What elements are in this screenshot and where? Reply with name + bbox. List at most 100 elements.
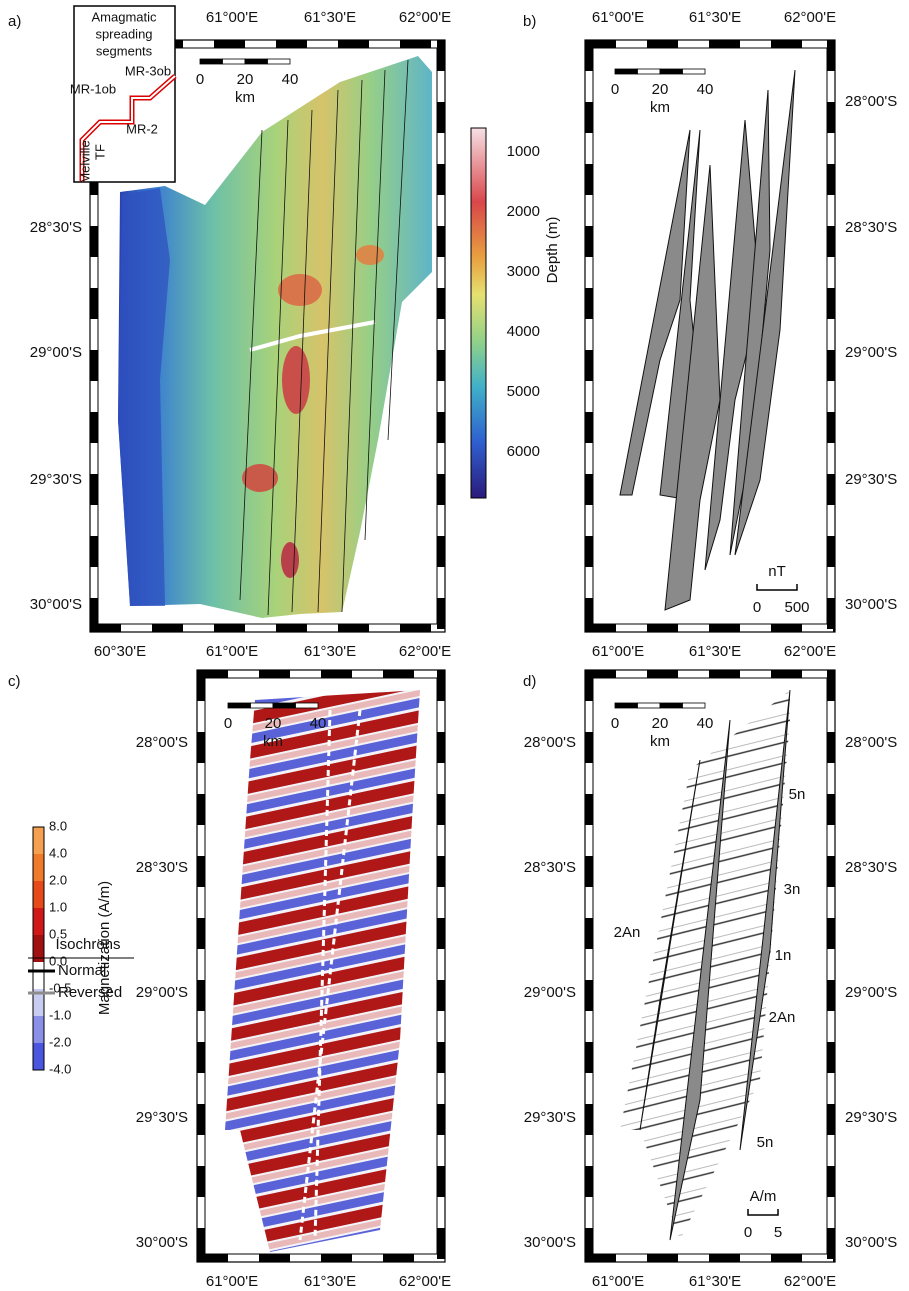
lat-label: 29°30'S [524, 1109, 576, 1126]
scale-bar-segment [250, 702, 274, 709]
lon-label: 61°00'E [206, 643, 258, 660]
chron-label: 5n [789, 786, 806, 803]
scale-bar-segment [227, 702, 251, 709]
scale-tick-label: 20 [237, 71, 254, 88]
frame-inner [592, 47, 828, 625]
lat-label: 28°00'S [845, 93, 897, 110]
colorbar-band [33, 827, 44, 854]
lon-label: 61°30'E [689, 1273, 741, 1290]
scale-bar-segment [222, 58, 246, 65]
inset-title: segments [96, 43, 153, 58]
lat-label: 29°30'S [30, 471, 82, 488]
colorbar-band [33, 1043, 44, 1070]
inset-label: MR-2 [126, 121, 158, 136]
lon-label: 62°00'E [399, 1273, 451, 1290]
lat-label: 29°00'S [524, 984, 576, 1001]
anomaly-scale-tick: 0 [744, 1224, 752, 1241]
lat-label: 28°30'S [136, 859, 188, 876]
scale-unit: km [650, 733, 670, 750]
lat-label: 28°00'S [845, 734, 897, 751]
colorbar-band [33, 1016, 44, 1043]
colorbar-tick-label: 6000 [507, 443, 540, 460]
panel-label: b) [523, 13, 536, 30]
scale-bar-segment [682, 68, 706, 75]
scale-bar-segment [614, 68, 638, 75]
lat-label: 28°30'S [845, 859, 897, 876]
lat-label: 29°30'S [845, 471, 897, 488]
lon-label: 61°00'E [592, 643, 644, 660]
scale-tick-label: 0 [611, 81, 619, 98]
inset-label: MR-3ob [125, 63, 171, 78]
isochron-map [620, 689, 791, 1241]
colorbar-title: Depth (m) [544, 217, 561, 284]
legend-label: Normal [58, 962, 106, 979]
colorbar-tick-label: 1.0 [49, 899, 67, 914]
colorbar-tick-label: 4.0 [49, 845, 67, 860]
scale-tick-label: 40 [697, 81, 714, 98]
scale-bar-segment [295, 702, 319, 709]
chron-label: 2An [769, 1009, 796, 1026]
lat-label: 29°30'S [136, 1109, 188, 1126]
anomaly-scale-tick: 0 [753, 599, 761, 616]
lon-label: 62°00'E [399, 643, 451, 660]
magnetization-map [225, 690, 420, 1252]
colorbar-band [33, 881, 44, 908]
depth-colorbar [470, 127, 487, 499]
inset-title: Amagmatic [91, 9, 157, 24]
colorbar-tick-label: 5000 [507, 383, 540, 400]
scale-tick-label: 0 [196, 71, 204, 88]
colorbar-band [33, 989, 44, 1016]
scale-bar-segment [659, 702, 683, 709]
colorbar-tick-label: 2.0 [49, 872, 67, 887]
lat-label: 30°00'S [136, 1234, 188, 1251]
panel-label: d) [523, 673, 536, 690]
lat-label: 29°00'S [30, 344, 82, 361]
lat-label: 28°00'S [136, 734, 188, 751]
lon-label: 61°00'E [592, 1273, 644, 1290]
frame-inner [97, 47, 438, 625]
scale-tick-label: 40 [310, 715, 327, 732]
colorbar-tick-label: 0.0 [49, 953, 67, 968]
lon-label: 62°00'E [784, 9, 836, 26]
lat-label: 28°30'S [30, 219, 82, 236]
lon-label: 61°30'E [304, 1273, 356, 1290]
scale-tick-label: 0 [611, 715, 619, 732]
lon-label: 60°30'E [94, 643, 146, 660]
colorbar-tick-label: -4.0 [49, 1061, 71, 1076]
chron-label: 5n [757, 1134, 774, 1151]
panel-label: c) [8, 673, 21, 690]
lon-label: 61°00'E [206, 1273, 258, 1290]
lat-label: 30°00'S [30, 596, 82, 613]
lat-label: 30°00'S [845, 596, 897, 613]
colorbar-tick-label: 0.5 [49, 926, 67, 941]
lon-label: 61°30'E [689, 643, 741, 660]
scale-bar-segment [659, 68, 683, 75]
legend-label: Reversed [58, 984, 122, 1001]
lat-label: 29°30'S [845, 1109, 897, 1126]
scale-bar-segment [272, 702, 296, 709]
scale-unit: km [263, 733, 283, 750]
inset-title: spreading [95, 26, 152, 41]
bathymetry-map [73, 5, 432, 618]
frame-inner [204, 677, 438, 1255]
colorbar-band [33, 908, 44, 935]
scale-bar-segment [614, 702, 638, 709]
anomaly-scale-bar [756, 584, 798, 591]
scale-bar-segment [682, 702, 706, 709]
lon-label: 62°00'E [399, 9, 451, 26]
colorbar-tick-label: 4000 [507, 323, 540, 340]
lon-label: 61°30'E [304, 643, 356, 660]
lon-label: 62°00'E [784, 1273, 836, 1290]
inset-label: TF [92, 144, 107, 160]
colorbar-tick-label: 3000 [507, 263, 540, 280]
colorbar-band [33, 962, 44, 989]
colorbar-tick-label: 1000 [507, 143, 540, 160]
scale-tick-label: 40 [697, 715, 714, 732]
scale-tick-label: 40 [282, 71, 299, 88]
scale-bar-segment [199, 58, 223, 65]
anomaly-scale-unit: A/m [750, 1188, 777, 1205]
scale-bar-segment [267, 58, 291, 65]
chron-label: 1n [775, 947, 792, 964]
colorbar-tick-label: 8.0 [49, 818, 67, 833]
colorbar-band [33, 854, 44, 881]
